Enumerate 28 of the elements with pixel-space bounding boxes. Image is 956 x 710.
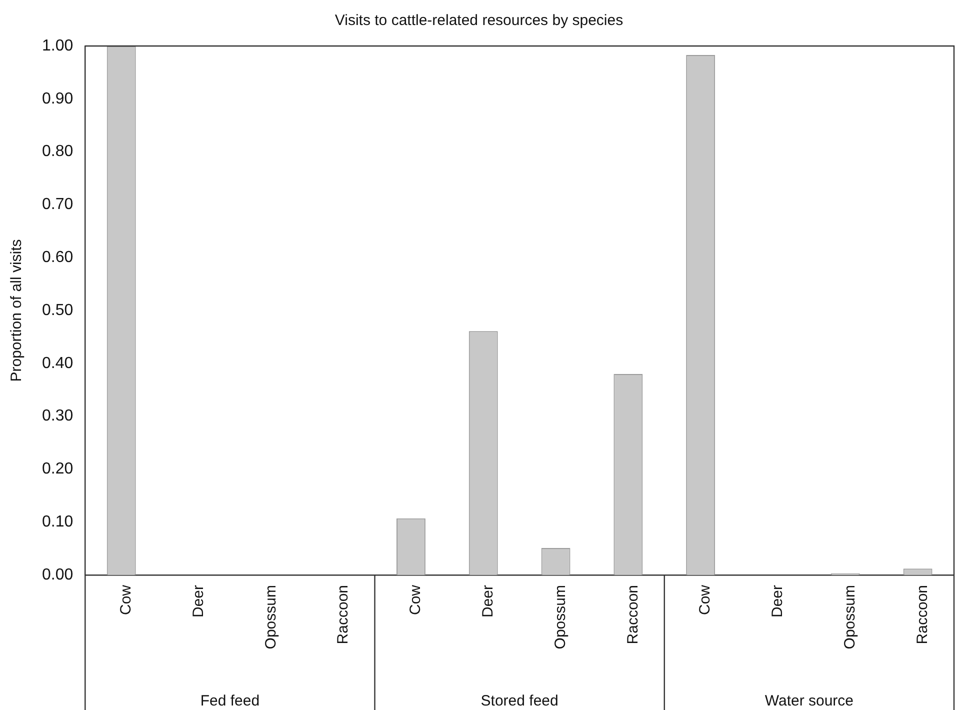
y-axis-title: Proportion of all visits	[8, 239, 26, 382]
y-tick-label: 0.90	[42, 90, 74, 108]
x-tick-label: Raccoon	[914, 585, 931, 644]
y-tick-label: 0.80	[42, 143, 74, 160]
x-tick-label: Deer	[480, 585, 497, 618]
x-tick-label: Deer	[769, 585, 786, 618]
y-tick-label: 0.00	[42, 566, 74, 584]
x-tick-label: Opossum	[552, 585, 569, 650]
y-tick-label: 0.10	[42, 514, 74, 531]
x-tick-label: Cow	[696, 584, 714, 616]
y-tick-label: 0.20	[42, 460, 74, 478]
text: Water source	[764, 692, 854, 710]
y-tick-label: 0.60	[42, 249, 74, 266]
text: Fed feed	[200, 692, 260, 710]
x-tick-label: Opossum	[842, 585, 859, 650]
x-tick-label: Cow	[117, 584, 134, 616]
text: Stored feed	[480, 692, 558, 710]
x-tick-label: Raccoon	[624, 585, 642, 644]
y-tick-label: 0.70	[42, 196, 74, 214]
x-tick-label: Cow	[407, 584, 424, 616]
x-tick-label: Opossum	[262, 585, 280, 650]
x-tick-label: Deer	[190, 585, 207, 618]
chart-title: Visits to cattle-related resources by species	[334, 12, 624, 30]
x-tick-label: Raccoon	[334, 585, 352, 644]
y-tick-label: 1.00	[42, 37, 74, 54]
y-tick-label: 0.30	[42, 408, 74, 425]
y-tick-label: 0.40	[42, 354, 74, 372]
y-tick-label: 0.50	[42, 302, 74, 319]
